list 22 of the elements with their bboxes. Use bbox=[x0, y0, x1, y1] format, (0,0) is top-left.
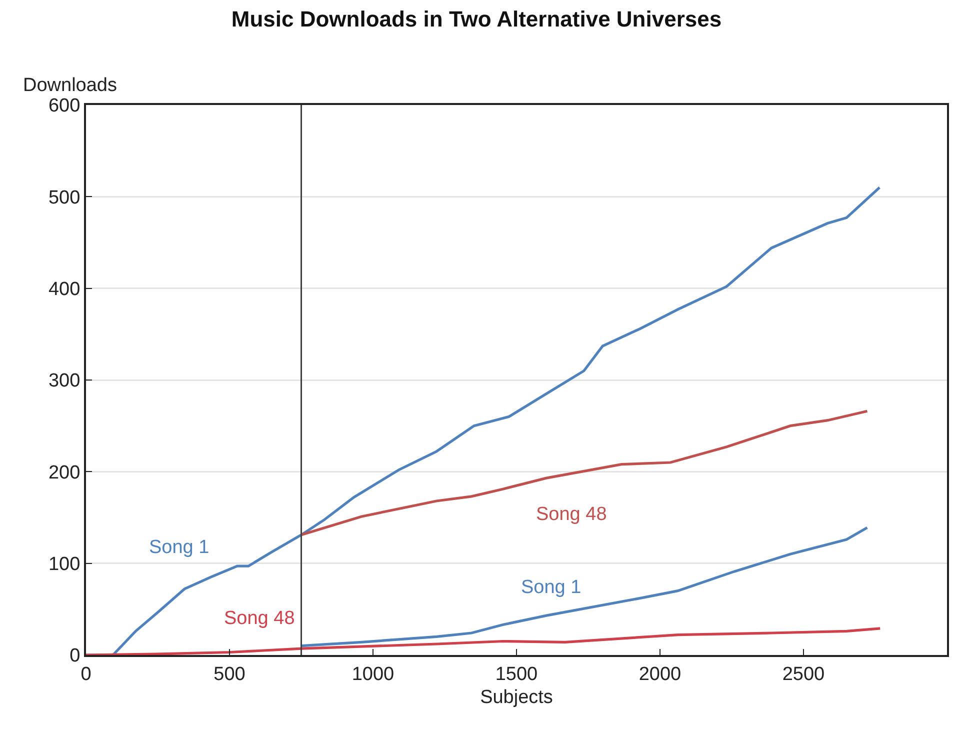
y-tick-label: 100 bbox=[48, 554, 80, 575]
x-axis-title: Subjects bbox=[480, 687, 553, 708]
x-tick-label: 500 bbox=[214, 664, 246, 685]
x-tick-label: 1500 bbox=[495, 664, 538, 685]
x-tick-label: 2500 bbox=[782, 664, 825, 685]
chart-title: Music Downloads in Two Alternative Universes bbox=[231, 6, 722, 32]
x-tick-label: 2000 bbox=[638, 664, 682, 685]
series-label: Song 48 bbox=[224, 608, 295, 629]
y-tick-label: 500 bbox=[48, 187, 80, 208]
line-series bbox=[300, 526, 869, 648]
series-label: Song 48 bbox=[536, 504, 607, 525]
x-tick-label: 1000 bbox=[352, 664, 394, 685]
y-tick-label: 400 bbox=[48, 278, 80, 300]
series-label: Song 1 bbox=[521, 577, 582, 598]
y-axis-title: Downloads bbox=[23, 75, 117, 96]
y-tick-label: 300 bbox=[48, 370, 80, 392]
line-series bbox=[86, 627, 882, 655]
series-label: Song 1 bbox=[149, 537, 210, 558]
y-tick-label: 0 bbox=[70, 646, 80, 667]
line-series bbox=[300, 410, 869, 536]
y-tick-label: 600 bbox=[48, 96, 80, 117]
y-tick-label: 200 bbox=[48, 462, 80, 484]
